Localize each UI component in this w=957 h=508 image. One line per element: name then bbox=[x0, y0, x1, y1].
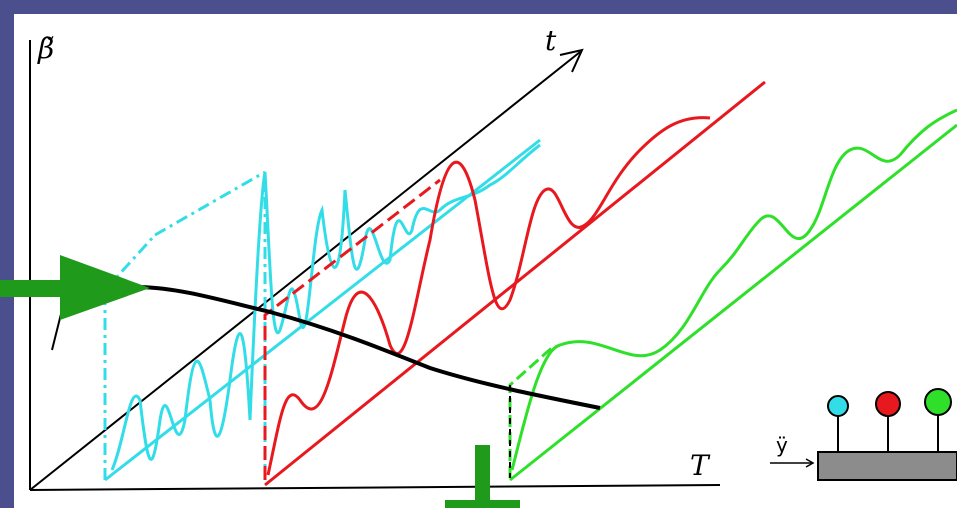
red-dashes bbox=[263, 178, 441, 480]
green-bulb bbox=[924, 388, 952, 416]
black-curve bbox=[139, 285, 601, 410]
T-axis bbox=[29, 484, 721, 491]
t-label: t bbox=[545, 24, 557, 57]
T-label: T bbox=[690, 449, 711, 482]
input-label: ÿ bbox=[776, 433, 788, 457]
cyan-dashes bbox=[103, 170, 267, 480]
cyan-wave bbox=[110, 143, 541, 471]
red-bulb bbox=[875, 391, 901, 417]
green-wave bbox=[510, 108, 957, 471]
red-wave bbox=[266, 116, 711, 476]
y-label: β̃ bbox=[37, 32, 54, 65]
red-trace bbox=[263, 80, 766, 487]
t-arrow bbox=[559, 48, 584, 73]
green-baseline bbox=[509, 123, 957, 482]
stem-marker bbox=[445, 445, 520, 508]
base bbox=[817, 451, 957, 481]
input-arrowhead bbox=[805, 458, 815, 468]
cyan-trace bbox=[103, 138, 541, 482]
t-axis bbox=[29, 51, 581, 491]
input-arrow bbox=[0, 255, 150, 320]
cyan-bulb bbox=[827, 395, 849, 417]
oscillator-icon: ÿ bbox=[770, 388, 957, 481]
